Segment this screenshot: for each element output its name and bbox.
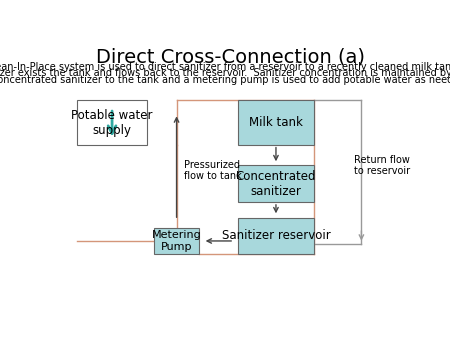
- Text: sanitizer exists the tank and flows back to the reservoir.  Sanitizer concentrat: sanitizer exists the tank and flows back…: [0, 68, 450, 78]
- Text: Direct Cross-Connection (a): Direct Cross-Connection (a): [96, 47, 365, 66]
- FancyBboxPatch shape: [238, 218, 314, 254]
- Text: Milk tank: Milk tank: [249, 116, 303, 129]
- Text: concentrated sanitizer to the tank and a metering pump is used to add potable wa: concentrated sanitizer to the tank and a…: [0, 75, 450, 85]
- Text: A Clean-In-Place system is used to direct sanitizer from a reservoir to a recent: A Clean-In-Place system is used to direc…: [0, 62, 450, 72]
- Text: Concentrated
sanitizer: Concentrated sanitizer: [236, 170, 316, 198]
- FancyBboxPatch shape: [238, 100, 314, 145]
- Text: Metering
Pump: Metering Pump: [152, 230, 202, 252]
- Text: Pressurized
flow to tank: Pressurized flow to tank: [184, 160, 241, 182]
- FancyBboxPatch shape: [238, 166, 314, 202]
- FancyBboxPatch shape: [77, 100, 147, 145]
- Text: Potable water
supply: Potable water supply: [71, 108, 153, 137]
- FancyBboxPatch shape: [154, 228, 199, 254]
- Text: Return flow
to reservoir: Return flow to reservoir: [355, 155, 410, 176]
- Text: Sanitizer reservoir: Sanitizer reservoir: [221, 229, 330, 242]
